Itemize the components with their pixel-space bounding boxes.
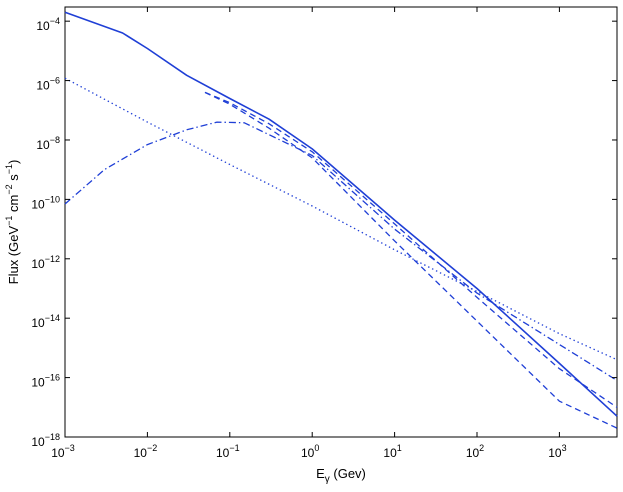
y-tick-label-1: 10−16 [31, 373, 60, 390]
x-tick-label-0: 10−3 [51, 443, 75, 460]
series-layer [64, 11, 618, 429]
y-tick-label-6: 10−6 [36, 76, 60, 93]
x-tick-label-4: 101 [383, 443, 401, 460]
y-tick-label-2: 10−14 [31, 313, 60, 330]
y-axis-label: Flux (GeV−1 cm−2 s−1) [4, 160, 21, 285]
y-tick-label-3: 10−12 [31, 254, 60, 271]
x-tick-label-6: 103 [548, 443, 566, 460]
y-tick-label-4: 10−10 [31, 194, 60, 211]
x-tick-label-5: 102 [466, 443, 484, 460]
series-dashdot-line-2 [64, 121, 618, 382]
y-tick-label-0: 10−18 [31, 432, 60, 449]
series-dashed-line-3 [204, 91, 618, 429]
x-axis-label: Eγ (Gev) [316, 466, 366, 485]
x-tick-label-3: 100 [301, 443, 319, 460]
plot-area [64, 6, 618, 438]
series-dashed-line-4 [204, 91, 618, 408]
tick-layer: 10−3 10−2 10−1 100 101 102 103 10−18 10−16 10−14 1… [31, 7, 617, 460]
series-solid-line-0 [64, 11, 618, 417]
y-tick-label-7: 10−4 [36, 16, 60, 33]
x-tick-label-1: 10−2 [134, 443, 158, 460]
y-tick-label-5: 10−8 [36, 135, 60, 152]
x-tick-label-2: 10−1 [216, 443, 240, 460]
